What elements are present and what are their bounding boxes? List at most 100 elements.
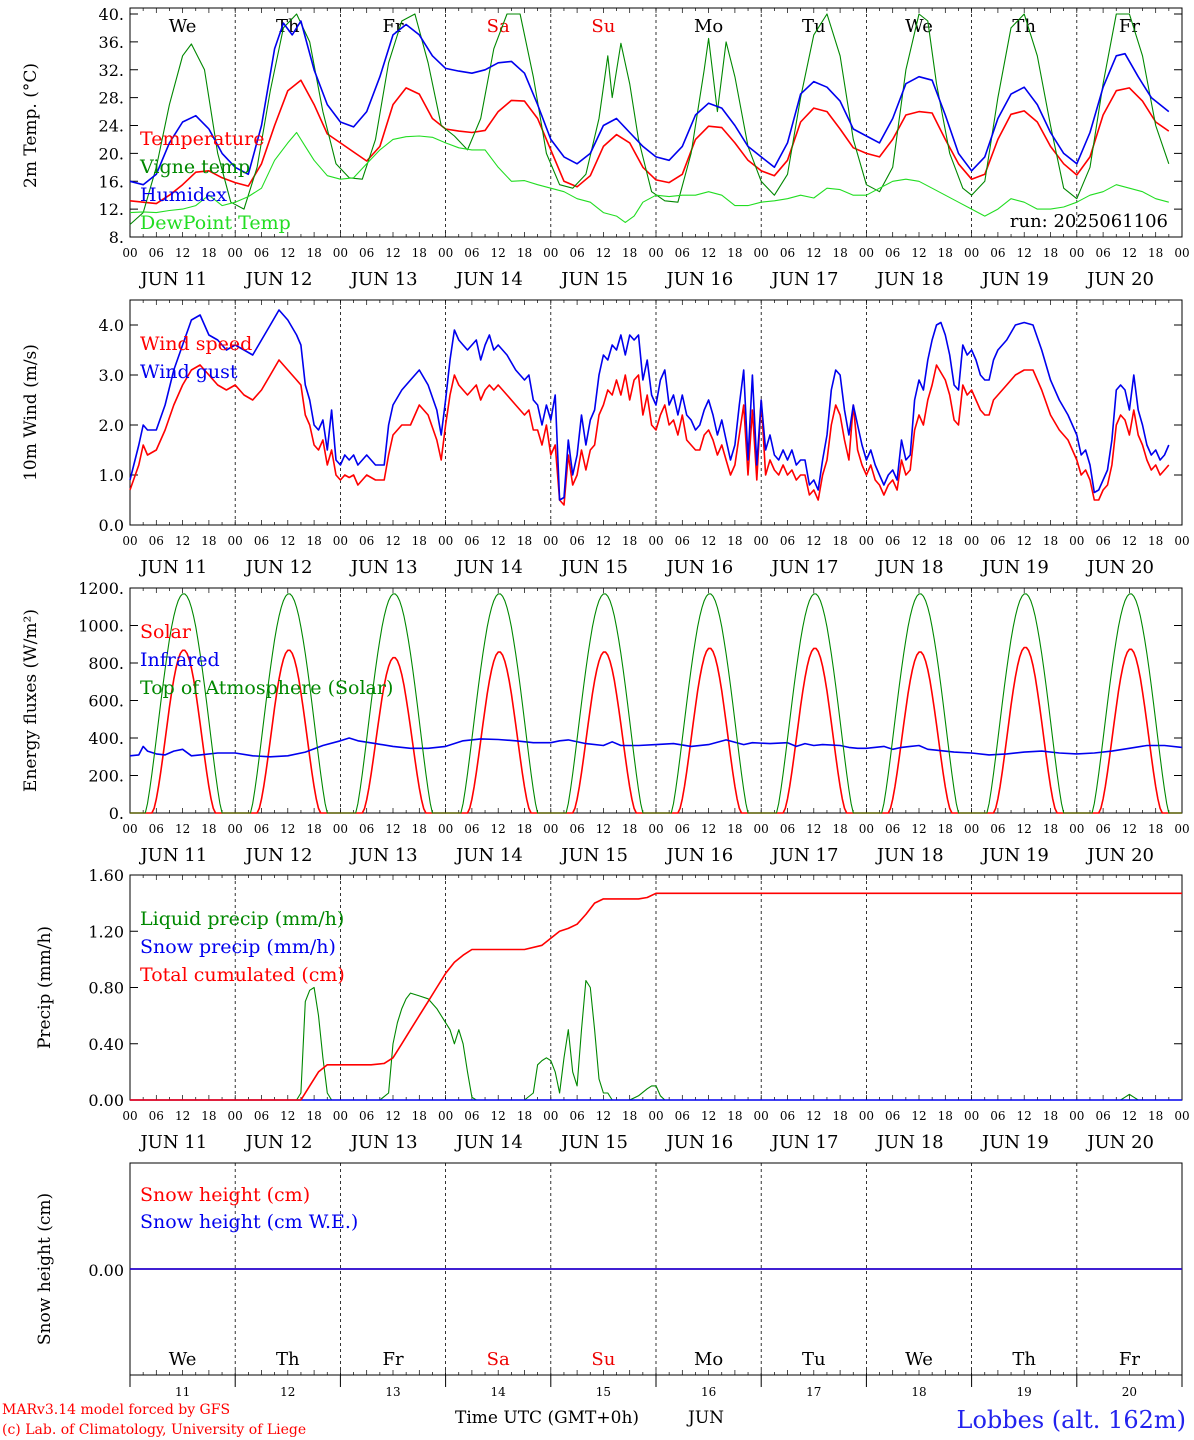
date-label: JUN 16 — [664, 269, 733, 290]
hour-tick-label: 00 — [964, 822, 979, 836]
hour-tick-label: 06 — [359, 822, 374, 836]
hour-tick-label: 12 — [491, 1109, 506, 1123]
hour-tick-label: 18 — [938, 1109, 953, 1123]
date-label: JUN 12 — [244, 845, 313, 866]
hour-tick-label: 18 — [832, 246, 847, 260]
date-label: JUN 12 — [244, 557, 313, 578]
y-tick-label: 3.0 — [99, 366, 124, 385]
hour-tick-label: 18 — [306, 1109, 321, 1123]
y-tick-label: 800. — [88, 654, 124, 673]
hour-tick-label: 00 — [122, 534, 137, 548]
hour-tick-label: 18 — [412, 822, 427, 836]
hour-tick-label: 12 — [701, 1109, 716, 1123]
hour-tick-label: 12 — [385, 822, 400, 836]
hour-tick-label: 18 — [412, 534, 427, 548]
hour-tick-label: 12 — [175, 822, 190, 836]
hour-tick-label: 12 — [701, 246, 716, 260]
date-label: JUN 19 — [980, 1132, 1049, 1153]
date-label: JUN 14 — [454, 845, 523, 866]
series-line — [129, 79, 1170, 205]
day-number-label: 20 — [1122, 1385, 1137, 1399]
hour-tick-label: 18 — [517, 246, 532, 260]
day-number-label: 14 — [491, 1385, 507, 1399]
y-axis-title: 10m Wind (m/s) — [21, 344, 41, 481]
hour-tick-label: 06 — [254, 246, 269, 260]
date-label: JUN 15 — [559, 845, 628, 866]
hour-tick-label: 00 — [333, 1109, 348, 1123]
hour-tick-label: 12 — [280, 1109, 295, 1123]
hour-tick-label: 18 — [1043, 822, 1058, 836]
series-line — [129, 309, 1170, 501]
day-number-label: 11 — [175, 1385, 190, 1399]
date-label: JUN 11 — [138, 845, 207, 866]
legend-entry: DewPoint Temp — [140, 212, 291, 234]
date-label: JUN 17 — [770, 557, 839, 578]
series-line — [130, 979, 1182, 1101]
hour-tick-label: 18 — [938, 534, 953, 548]
y-tick-label: 16. — [99, 172, 124, 191]
hour-tick-label: 18 — [622, 246, 637, 260]
hour-tick-label: 18 — [622, 1109, 637, 1123]
hour-tick-label: 12 — [175, 534, 190, 548]
hour-tick-label: 18 — [201, 822, 216, 836]
hour-tick-label: 06 — [569, 246, 584, 260]
date-label: JUN 14 — [454, 1132, 523, 1153]
hour-tick-label: 18 — [938, 246, 953, 260]
hour-tick-label: 00 — [754, 246, 769, 260]
date-label: JUN 11 — [138, 269, 207, 290]
hour-tick-label: 12 — [491, 246, 506, 260]
hour-tick-label: 18 — [832, 1109, 847, 1123]
date-label: JUN 18 — [875, 557, 944, 578]
y-tick-label: 600. — [88, 692, 124, 711]
day-number-label: 16 — [701, 1385, 716, 1399]
legend-entry: Top of Atmosphere (Solar) — [140, 677, 393, 699]
y-tick-label: 0.00 — [88, 1261, 124, 1280]
panel-4: 1.60 1.20 0.80 0.40 0.00 Precip (mm/h) 00 06 12 1… — [35, 866, 1190, 1153]
hour-tick-label: 18 — [201, 534, 216, 548]
hour-tick-label: 12 — [911, 1109, 926, 1123]
date-label: JUN 13 — [349, 557, 418, 578]
hour-tick-label: 12 — [806, 1109, 821, 1123]
y-tick-label: 1200. — [78, 579, 124, 598]
date-label: JUN 19 — [980, 557, 1049, 578]
hour-tick-label: 00 — [1174, 246, 1189, 260]
hour-tick-label: 00 — [754, 822, 769, 836]
hour-tick-label: 06 — [254, 822, 269, 836]
y-tick-label: 2.0 — [99, 416, 124, 435]
station-name: Lobbes (alt. 162m) — [957, 1406, 1186, 1434]
weekday-label: Th — [1012, 16, 1036, 37]
series-line — [130, 892, 1182, 1101]
hour-tick-label: 12 — [1017, 246, 1032, 260]
legend-entry: Temperature — [140, 128, 264, 150]
y-axis-title: Snow height (cm) — [35, 1193, 55, 1345]
date-label: JUN 20 — [1085, 557, 1154, 578]
x-axis-title: Time UTC (GMT+0h) — [455, 1408, 639, 1428]
hour-tick-label: 06 — [885, 822, 900, 836]
legend-entry: Snow height (cm W.E.) — [140, 1211, 358, 1233]
hour-tick-label: 06 — [1095, 534, 1110, 548]
hour-tick-label: 12 — [385, 246, 400, 260]
hour-tick-label: 06 — [780, 1109, 795, 1123]
hour-tick-label: 06 — [149, 822, 164, 836]
date-label: JUN 15 — [559, 269, 628, 290]
hour-tick-label: 06 — [675, 534, 690, 548]
hour-tick-label: 12 — [1122, 246, 1137, 260]
weekday-label: Fr — [382, 1349, 403, 1370]
hour-tick-label: 00 — [648, 822, 663, 836]
hour-tick-label: 00 — [333, 246, 348, 260]
hour-tick-label: 00 — [122, 822, 137, 836]
hour-tick-label: 06 — [359, 534, 374, 548]
series-line — [129, 737, 1183, 758]
date-label: JUN 18 — [875, 269, 944, 290]
date-label: JUN 18 — [875, 1132, 944, 1153]
hour-tick-label: 00 — [1069, 822, 1084, 836]
hour-tick-label: 12 — [175, 1109, 190, 1123]
legend-entry: Humidex — [140, 184, 227, 206]
hour-tick-label: 00 — [228, 822, 243, 836]
hour-tick-label: 12 — [701, 822, 716, 836]
y-tick-label: 1000. — [78, 617, 124, 636]
hour-tick-label: 06 — [569, 534, 584, 548]
y-tick-label: 0. — [109, 804, 124, 823]
meteogram-panels: 40. 36. 32. 28. 24. 20. 16. 12. 8. 2m Temp. (°C) W… — [21, 5, 1190, 1399]
